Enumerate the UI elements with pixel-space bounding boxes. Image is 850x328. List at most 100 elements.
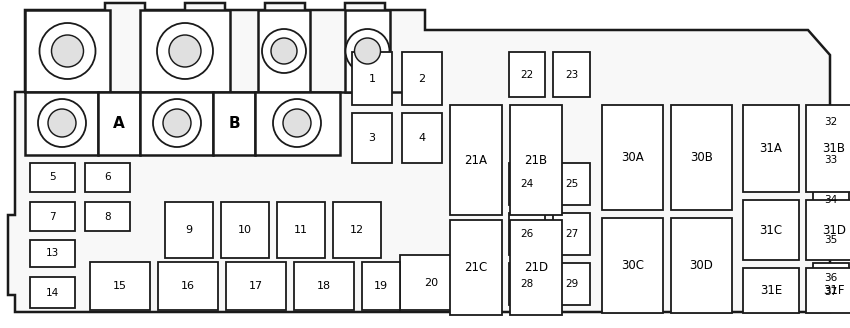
Text: 31F: 31F [824,284,845,297]
Bar [671,218,732,313]
Text: 13: 13 [46,249,60,258]
Circle shape [153,99,201,147]
Text: B: B [228,115,240,131]
Bar [30,163,75,192]
Bar [813,263,849,293]
Bar [450,220,502,315]
Text: 21A: 21A [464,154,488,167]
Text: 27: 27 [565,229,578,239]
Bar [806,105,850,192]
Circle shape [48,109,76,137]
Bar [743,200,799,260]
Circle shape [283,109,311,137]
Circle shape [273,99,321,147]
Text: 14: 14 [46,288,60,297]
Bar [510,220,562,315]
Circle shape [39,23,95,79]
Bar [90,262,150,310]
Circle shape [354,38,381,64]
Bar [813,107,849,137]
Bar [553,163,590,205]
Text: 23: 23 [565,70,578,79]
Bar [602,218,663,313]
Bar [509,163,545,205]
Bar [743,105,799,192]
Bar [402,52,442,105]
Bar [30,202,75,231]
Bar [813,145,849,175]
Circle shape [52,35,83,67]
Bar [294,262,354,310]
Circle shape [38,99,86,147]
Bar [509,52,545,97]
Circle shape [345,29,389,73]
Text: 10: 10 [238,225,252,235]
Bar [25,92,98,155]
Text: 33: 33 [824,155,837,165]
Text: 6: 6 [105,173,110,182]
Bar [25,10,110,92]
Text: 29: 29 [565,279,578,289]
Bar [400,255,462,310]
Bar [509,213,545,255]
Bar [30,277,75,308]
Bar [813,277,849,307]
Text: A: A [113,115,125,131]
Bar [140,92,213,155]
Text: 21D: 21D [524,261,548,274]
Text: 30A: 30A [621,151,643,164]
Bar [98,92,140,155]
Bar [450,105,502,215]
Text: 35: 35 [824,235,837,245]
Text: 11: 11 [294,225,308,235]
Text: 8: 8 [105,212,110,221]
Bar [85,202,130,231]
Bar [213,92,255,155]
Text: 31A: 31A [760,142,783,155]
Bar [255,92,340,155]
Text: 26: 26 [520,229,534,239]
Text: 34: 34 [824,195,837,205]
Bar [553,263,590,305]
Text: 32: 32 [824,117,837,127]
Circle shape [262,29,306,73]
Bar [813,185,849,215]
Bar [743,268,799,313]
Bar [165,202,213,258]
Bar [85,163,130,192]
Bar [226,262,286,310]
Text: 21B: 21B [524,154,547,167]
Bar [258,10,310,92]
Bar [671,105,732,210]
Bar [602,105,663,210]
Text: 31D: 31D [822,223,846,236]
Text: 31C: 31C [759,223,783,236]
Bar [352,113,392,163]
Text: 30B: 30B [690,151,713,164]
Text: 1: 1 [369,73,376,84]
Bar [813,225,849,255]
Text: 19: 19 [374,281,388,291]
Text: 36: 36 [824,273,837,283]
Text: 5: 5 [49,173,56,182]
Text: 30D: 30D [689,259,713,272]
Text: 12: 12 [350,225,364,235]
Text: 7: 7 [49,212,56,221]
Text: 20: 20 [424,277,438,288]
Bar [806,268,850,313]
Polygon shape [8,3,830,312]
Text: 4: 4 [418,133,426,143]
Bar [553,213,590,255]
Bar [333,202,381,258]
Bar [553,52,590,97]
Text: 18: 18 [317,281,331,291]
Bar [277,202,325,258]
Text: 28: 28 [520,279,534,289]
Bar [345,10,390,92]
Text: 24: 24 [520,179,534,189]
Circle shape [157,23,213,79]
Bar [30,240,75,267]
Bar [510,105,562,215]
Text: 3: 3 [369,133,376,143]
Text: 21C: 21C [464,261,488,274]
